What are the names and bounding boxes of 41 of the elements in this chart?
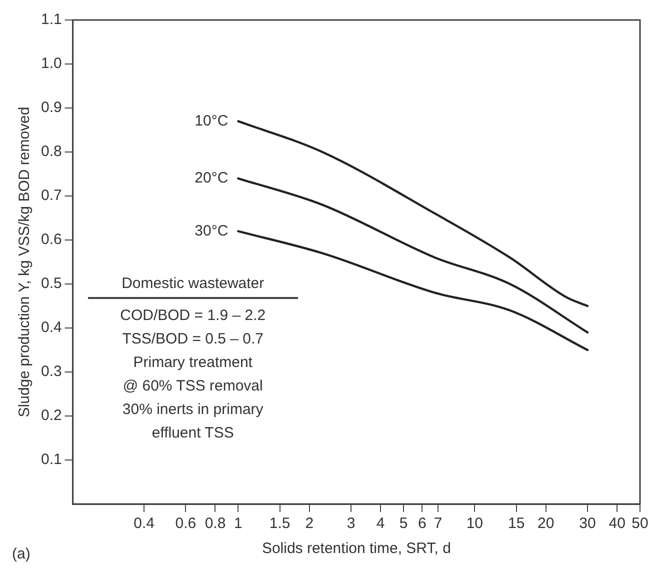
x-tick-label: 0.6 <box>175 515 196 532</box>
y-tick-label: 1.0 <box>40 55 62 72</box>
y-axis-title: Sludge production Y, kg VSS/kg BOD removed <box>16 106 34 418</box>
y-tick-label: 0.3 <box>40 363 62 380</box>
x-tick-label: 0.8 <box>204 515 226 532</box>
series-label: 30°C <box>194 222 228 240</box>
x-tick-label: 50 <box>632 515 648 532</box>
y-tick-label: 0.5 <box>40 275 62 292</box>
y-tick-label: 0.1 <box>40 451 62 468</box>
x-tick-label: 6 <box>418 515 426 532</box>
x-tick-label: 2 <box>305 515 314 532</box>
annotation: @ 60% TSS removal <box>122 378 263 395</box>
x-tick-label: 40 <box>608 515 626 532</box>
text: (a) <box>12 546 30 563</box>
x-tick-label: 15 <box>508 515 525 532</box>
y-tick-label: 0.2 <box>40 407 62 424</box>
x-tick-label: 30 <box>579 515 596 532</box>
x-tick-label: 10 <box>466 515 484 532</box>
y-tick-label: 0.7 <box>40 187 62 204</box>
x-tick-label: 5 <box>399 515 408 532</box>
series-label: 10°C <box>194 112 228 130</box>
annotation: Primary treatment <box>133 354 254 372</box>
x-tick-label: 4 <box>376 515 385 532</box>
x-tick-label: 1.5 <box>269 515 290 532</box>
y-tick-label: 0.8 <box>40 143 62 160</box>
annotation: COD/BOD = 1.9 – 2.2 <box>120 307 266 324</box>
series-label: 20°C <box>194 170 228 187</box>
annotation: effluent TSS <box>152 424 234 442</box>
x-tick-label: 1 <box>234 515 242 532</box>
y-tick-label: 0.9 <box>40 99 62 116</box>
y-tick-label: 0.6 <box>40 231 62 248</box>
y-tick-label: 0.4 <box>40 319 62 336</box>
x-tick-label: 3 <box>346 515 356 532</box>
annotation: TSS/BOD = 0.5 – 0.7 <box>122 330 264 348</box>
annotation: Domestic wastewater <box>122 275 264 292</box>
annotation: 30% inerts in primary <box>122 401 264 418</box>
x-axis-title: Solids retention time, SRT, d <box>262 540 451 558</box>
x-tick-label: 0.4 <box>134 515 154 532</box>
x-tick-label: 7 <box>434 515 442 532</box>
y-tick-label: 1.1 <box>40 11 62 28</box>
x-tick-label: 20 <box>538 515 554 532</box>
